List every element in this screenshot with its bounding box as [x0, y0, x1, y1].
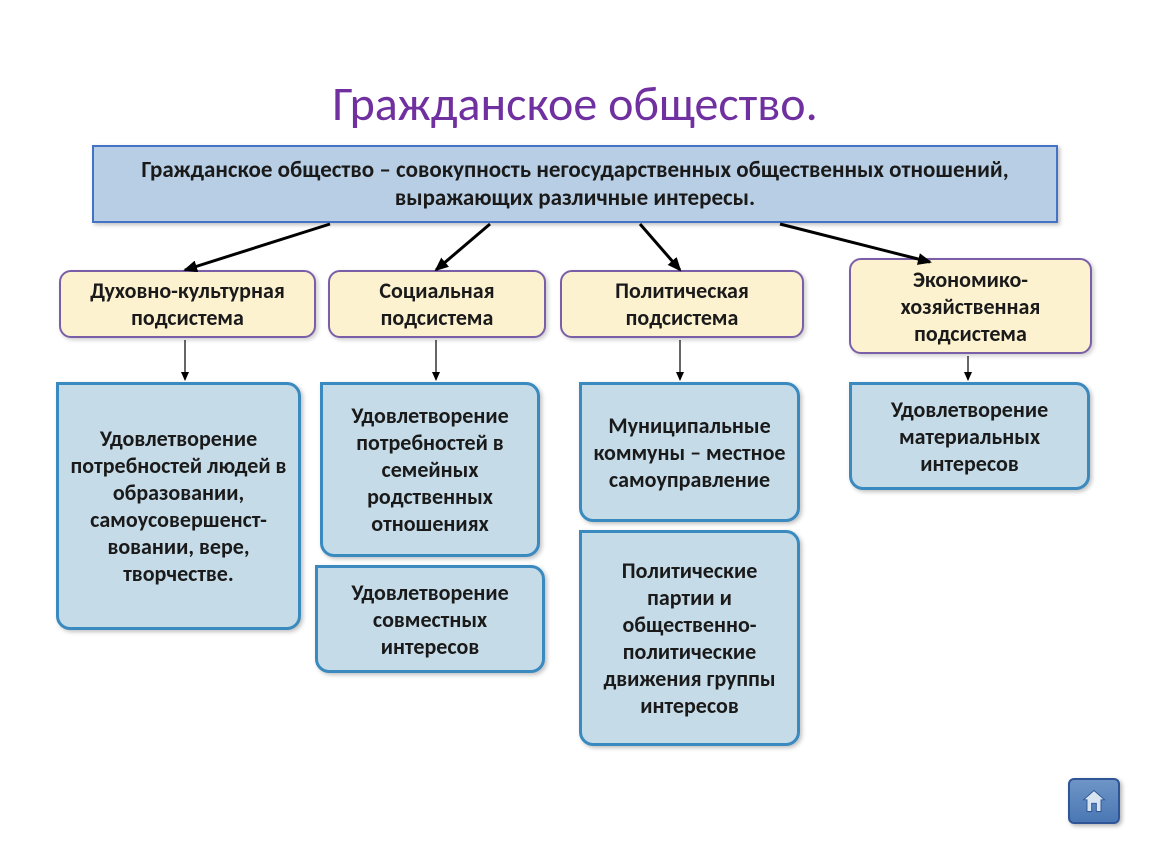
home-button[interactable] — [1068, 778, 1120, 824]
detail-label: Удовлетворение потребностей в семейных р… — [331, 402, 529, 537]
category-cat4: Экономико-хозяйственная подсистема — [849, 258, 1092, 354]
detail-label: Муниципальные коммуны – местное самоупра… — [590, 412, 789, 493]
arrow-main — [436, 224, 490, 270]
category-cat1: Духовно-культурная подсистема — [59, 270, 316, 338]
detail-d2: Удовлетворение потребностей в семейных р… — [320, 382, 540, 557]
category-label: Социальная подсистема — [336, 277, 538, 331]
detail-label: Удовлетворение потребностей людей в обра… — [67, 425, 290, 587]
detail-label: Политические партии и общественно-полити… — [590, 557, 789, 719]
category-label: Политическая подсистема — [568, 277, 796, 331]
page-title: Гражданское общество. — [0, 74, 1150, 133]
category-cat2: Социальная подсистема — [328, 270, 546, 338]
detail-label: Удовлетворение совместных интересов — [326, 579, 534, 660]
arrow-main — [640, 224, 680, 270]
definition-box: Гражданское общество – совокупность него… — [92, 145, 1058, 223]
detail-d5: Политические партии и общественно-полити… — [579, 530, 800, 746]
category-label: Экономико-хозяйственная подсистема — [857, 266, 1084, 347]
category-label: Духовно-культурная подсистема — [67, 277, 308, 331]
detail-d6: Удовлетворение материальных интересов — [849, 382, 1090, 490]
detail-d3: Удовлетворение совместных интересов — [315, 565, 545, 673]
detail-d4: Муниципальные коммуны – местное самоупра… — [579, 382, 800, 522]
detail-label: Удовлетворение материальных интересов — [860, 396, 1079, 477]
home-icon — [1080, 787, 1108, 815]
arrow-main — [185, 224, 330, 270]
category-cat3: Политическая подсистема — [560, 270, 804, 338]
detail-d1: Удовлетворение потребностей людей в обра… — [56, 382, 301, 630]
arrow-main — [780, 224, 930, 262]
